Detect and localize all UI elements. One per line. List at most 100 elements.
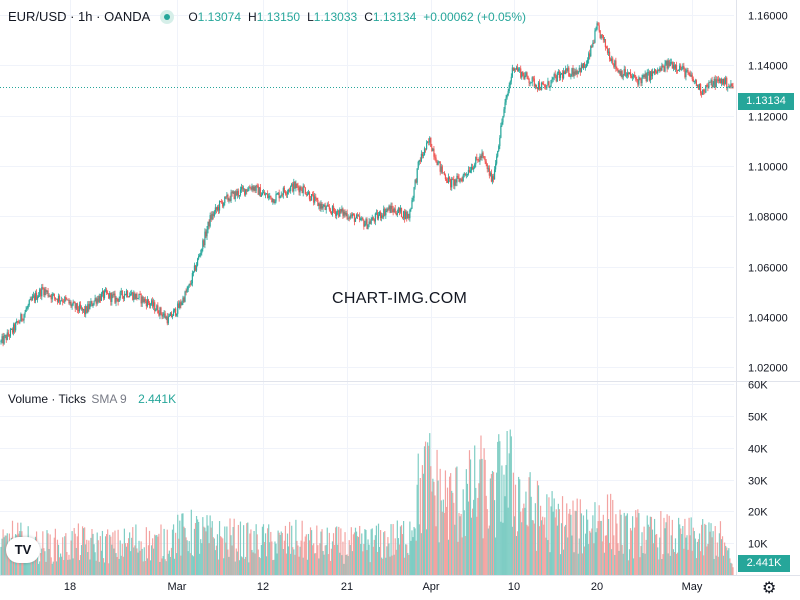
candle-body: [422, 154, 425, 156]
volume-bar: [409, 521, 411, 575]
candle-body: [111, 294, 113, 302]
candle-body: [526, 72, 528, 77]
candle-body: [156, 305, 158, 311]
candle-body: [408, 213, 410, 219]
volume-bar: [78, 560, 81, 575]
candle-body: [234, 191, 236, 199]
volume-bar: [233, 518, 235, 575]
volume-bar: [200, 539, 202, 575]
candle-body: [680, 65, 682, 70]
volume-bar: [157, 536, 159, 575]
candle-body: [317, 199, 319, 206]
volume-bar: [562, 549, 565, 575]
candle-body: [350, 215, 352, 217]
candle-body: [120, 290, 122, 293]
volume-bar: [175, 532, 177, 575]
candle-body: [135, 293, 137, 299]
price-tick-label: 1.12000: [748, 112, 788, 124]
volume-bar: [411, 530, 413, 575]
volume-bar: [224, 526, 226, 575]
volume-bar: [321, 529, 323, 575]
volume-bar: [557, 503, 559, 575]
volume-bar: [624, 516, 626, 575]
volume-bar: [293, 549, 295, 575]
candle-body: [535, 84, 538, 88]
candle-body: [511, 67, 513, 77]
candle-body: [1, 336, 3, 341]
volume-bar: [209, 515, 211, 575]
candle-body: [240, 187, 243, 190]
volume-bar: [614, 554, 616, 575]
volume-bar: [53, 537, 55, 575]
candle-body: [449, 177, 451, 179]
candle-body: [485, 161, 487, 165]
volume-title[interactable]: Volume · Ticks: [8, 392, 87, 406]
volume-bar: [355, 531, 358, 575]
candle-body: [37, 297, 39, 300]
candle-body: [696, 85, 699, 86]
tradingview-logo[interactable]: TV: [6, 537, 40, 563]
candle-body: [165, 316, 167, 319]
volume-bar: [9, 559, 12, 575]
candle-body: [523, 75, 525, 79]
candle-body: [457, 175, 459, 178]
volume-bar: [66, 552, 68, 575]
volume-bar: [198, 521, 200, 575]
volume-bar: [184, 528, 186, 575]
volume-bar: [218, 521, 221, 575]
volume-bar: [140, 541, 142, 575]
volume-bar: [404, 557, 406, 575]
volume-bar: [566, 503, 568, 575]
volume-bar: [512, 472, 514, 575]
volume-bar: [329, 560, 331, 575]
candle-body: [701, 93, 703, 95]
candle-body: [247, 190, 249, 192]
candle-body: [80, 307, 83, 309]
volume-bar: [181, 513, 183, 575]
candle-body: [470, 166, 473, 171]
candle-body: [126, 291, 129, 297]
candle-body: [205, 231, 207, 237]
volume-bar: [326, 527, 328, 575]
candle-body: [462, 175, 464, 182]
volume-bar: [674, 538, 677, 575]
candle-body: [188, 283, 190, 286]
candle-body: [57, 296, 60, 302]
candle-body: [329, 209, 331, 212]
candle-body: [552, 77, 554, 80]
volume-bar: [229, 518, 231, 575]
candle-body: [344, 211, 346, 215]
candle-body: [46, 290, 48, 292]
candle-body: [458, 177, 460, 182]
volume-bar: [33, 553, 36, 575]
candle-body: [283, 187, 285, 192]
volume-bar: [536, 480, 539, 575]
volume-bar: [115, 553, 117, 575]
volume-bar: [325, 544, 327, 575]
candle-body: [513, 68, 516, 71]
gear-icon[interactable]: ⚙: [762, 580, 777, 597]
symbol-title[interactable]: EUR/USD · 1h · OANDA: [8, 9, 151, 24]
candle-body: [34, 292, 37, 301]
volume-bar: [43, 548, 45, 575]
candle-body: [252, 186, 254, 191]
volume-bar: [112, 532, 114, 575]
candle-body: [318, 203, 320, 206]
volume-bar: [521, 522, 523, 575]
volume-bar: [264, 533, 267, 575]
candle-body: [364, 224, 366, 227]
candle-body: [306, 194, 308, 196]
volume-bar: [629, 528, 632, 575]
candle-body: [228, 199, 230, 201]
candle-body: [330, 211, 333, 215]
volume-bar: [296, 540, 298, 575]
volume-bar: [475, 487, 477, 575]
candle-body: [300, 186, 302, 191]
candle-body: [524, 75, 526, 79]
candle-body: [706, 85, 708, 86]
volume-bar: [497, 441, 499, 575]
candle-body: [596, 23, 598, 30]
open-value: 1.13074: [197, 9, 242, 24]
candle-body: [607, 51, 610, 53]
